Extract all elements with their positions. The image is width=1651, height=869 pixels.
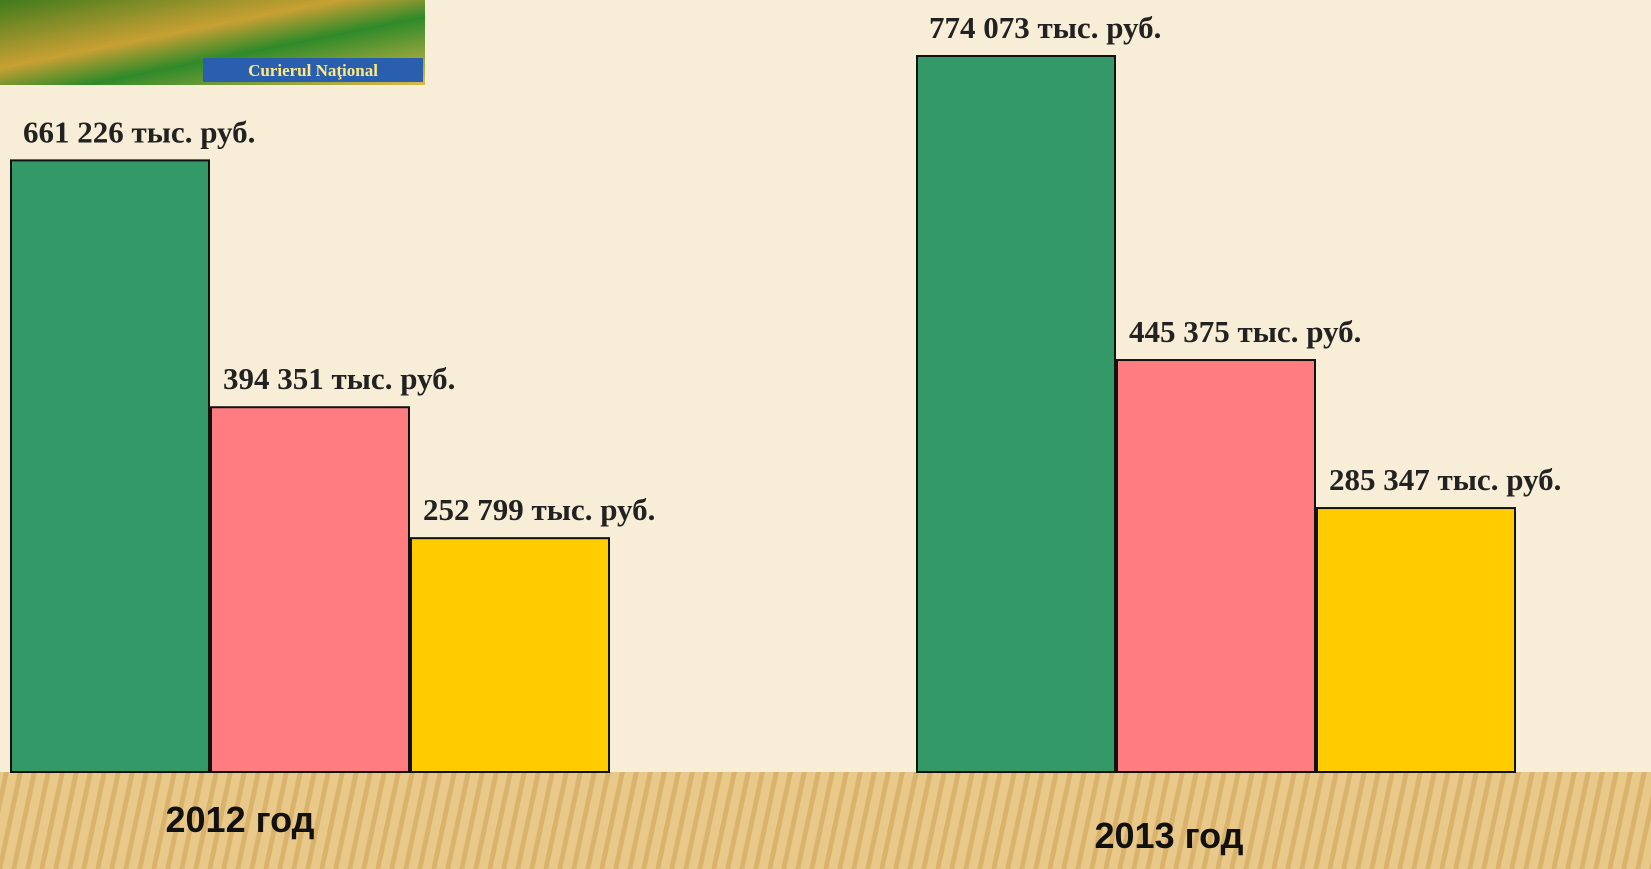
category-label: 2013 год xyxy=(1095,815,1244,856)
page: Curierul Naţional 661 226 тыс. руб. 394 3… xyxy=(0,0,1651,869)
slide: Curierul Naţional 661 226 тыс. руб. 394 3… xyxy=(0,0,1651,869)
value-label: 445 375 тыс. руб. xyxy=(1129,314,1361,349)
value-label: 285 347 тыс. руб. xyxy=(1329,462,1561,497)
value-label: 394 351 тыс. руб. xyxy=(223,361,455,396)
bar xyxy=(11,160,209,772)
logo-text: Curierul Naţional xyxy=(248,61,378,80)
bar xyxy=(211,407,409,772)
bar xyxy=(917,56,1115,772)
bar xyxy=(411,538,609,772)
value-label: 661 226 тыс. руб. xyxy=(23,114,255,149)
bar xyxy=(1317,508,1515,772)
value-label: 774 073 тыс. руб. xyxy=(929,10,1161,45)
category-label: 2012 год xyxy=(166,799,315,840)
value-label: 252 799 тыс. руб. xyxy=(423,492,655,527)
bar xyxy=(1117,360,1315,772)
